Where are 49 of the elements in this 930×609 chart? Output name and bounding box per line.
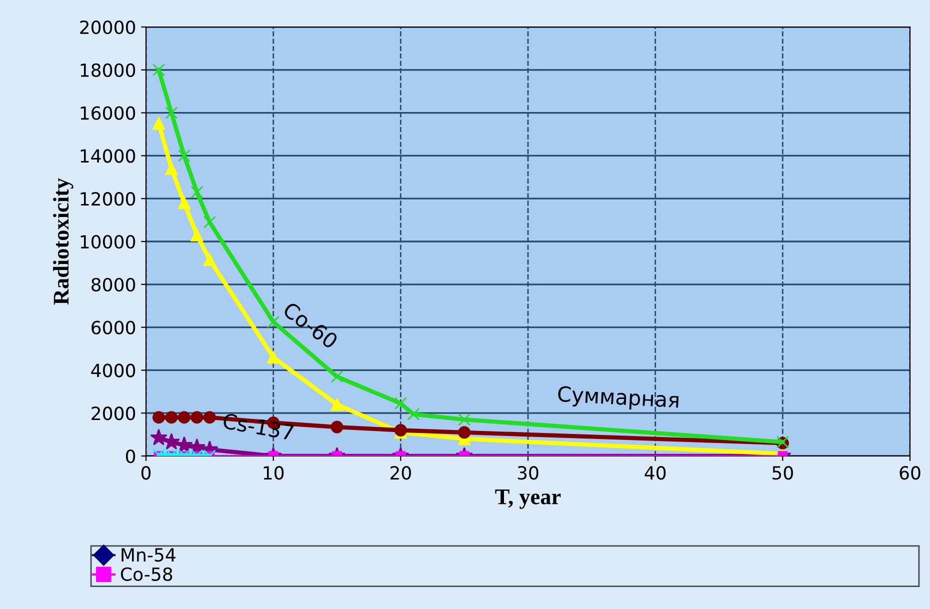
x-tick-label: 30 [518,466,538,480]
point [407,408,420,420]
x-tick-label: 10 [264,466,284,480]
point [178,149,190,162]
x-tick-label: 0 [141,466,151,480]
point [394,397,407,410]
y-tick-label: 20000 [80,20,136,34]
point [165,411,178,424]
y-tick-label: 4000 [91,364,136,378]
point [178,411,190,424]
y-tick-label: 6000 [92,320,136,334]
point [330,420,344,434]
point [267,351,280,364]
y-tick-label: 18000 [80,63,136,78]
point [190,228,204,242]
x-tick-label: 20 [390,466,411,480]
point [152,411,165,424]
point [150,428,168,446]
point [152,117,165,130]
point [458,426,471,439]
series-label: Суммарная [558,386,679,412]
point [165,106,178,120]
y-tick-label: 0 [126,449,136,464]
y-axis-title: Radiotoxicity [53,178,74,305]
point [458,413,471,426]
y-tick-label: 12000 [80,192,136,206]
x-tick-label: 60 [900,466,920,480]
point [330,398,344,411]
point [152,64,165,76]
legend-label: Co-58 [120,567,172,581]
point [165,162,178,175]
y-tick-label: 10000 [80,234,136,249]
point [190,411,204,424]
point [178,196,190,210]
x-tick-label: 50 [772,466,793,480]
point [190,186,204,198]
y-tick-label: 14000 [80,149,136,163]
point [203,411,216,424]
x-axis-title: T, year [495,490,561,509]
x-tick-label: 40 [644,466,666,480]
point [330,370,344,383]
y-tick-label: 2000 [92,406,136,420]
y-tick-label: 16000 [80,106,136,120]
text: Cs-137 [222,412,294,440]
y-tick-label: 8000 [92,278,136,292]
legend-label: Mn-54 [122,548,176,562]
point [203,253,216,266]
point [267,316,280,328]
point [203,216,216,228]
